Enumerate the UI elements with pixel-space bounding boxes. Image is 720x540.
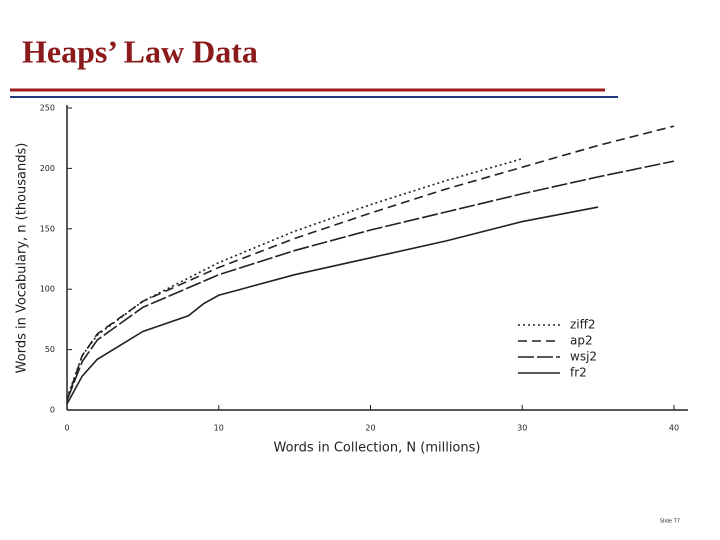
x-tick-label: 20 xyxy=(365,424,375,433)
series-line xyxy=(66,157,523,399)
slide-number: Slide 77 xyxy=(660,519,680,525)
series-line xyxy=(66,125,675,401)
legend-label: ziff2 xyxy=(570,318,596,332)
y-tick-label: 250 xyxy=(40,104,55,113)
y-tick-label: 0 xyxy=(50,406,55,415)
slide-title: Heaps’ Law Data xyxy=(22,33,258,69)
y-tick-label: 150 xyxy=(40,224,55,233)
series-line xyxy=(66,206,599,405)
legend-label: fr2 xyxy=(570,366,587,380)
x-tick-label: 10 xyxy=(214,424,224,433)
x-tick-label: 30 xyxy=(517,424,527,433)
x-axis-label: Words in Collection, N (millions) xyxy=(274,441,481,456)
x-tick-label: 0 xyxy=(64,424,69,433)
y-tick-label: 50 xyxy=(45,345,55,354)
y-tick-label: 100 xyxy=(40,285,55,294)
legend-label: ap2 xyxy=(570,334,593,348)
series-line xyxy=(66,160,675,401)
x-tick-label: 40 xyxy=(669,424,679,433)
y-axis-label: Words in Vocabulary, n (thousands) xyxy=(15,143,30,374)
legend-label: wsj2 xyxy=(570,350,597,364)
y-tick-label: 200 xyxy=(40,164,55,173)
